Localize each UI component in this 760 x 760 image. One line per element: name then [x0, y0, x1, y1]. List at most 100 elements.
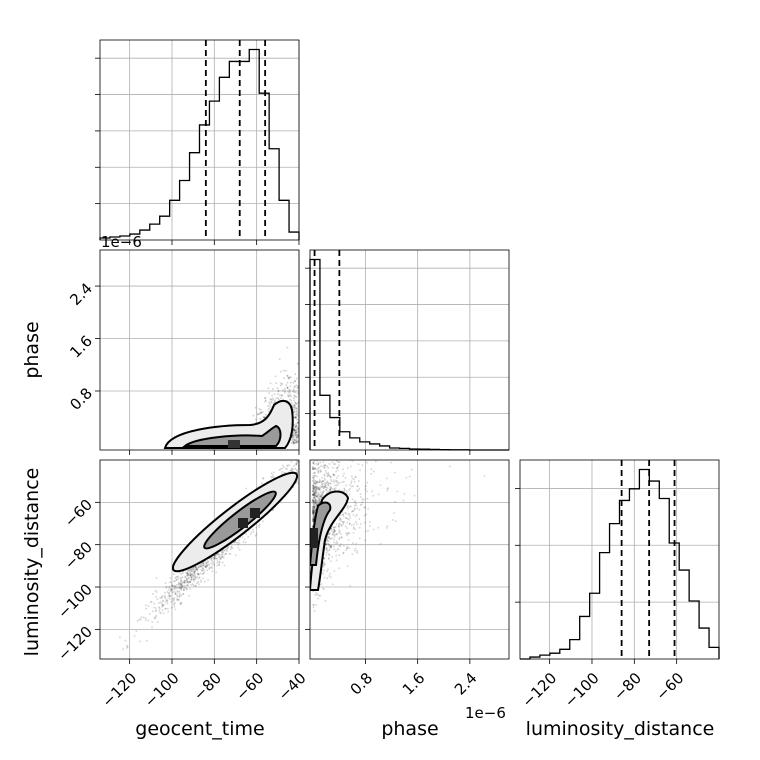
scatter-point [175, 578, 178, 581]
scatter-point [319, 487, 321, 489]
scatter-point [285, 370, 287, 372]
scatter-point [233, 541, 236, 543]
scatter-point [330, 528, 332, 530]
scatter-point [181, 583, 184, 585]
scatter-point [291, 433, 294, 436]
scatter-point [218, 564, 221, 566]
scatter-point [364, 488, 367, 491]
scatter-point [294, 410, 297, 413]
scatter-point [366, 461, 369, 464]
scatter-point [205, 564, 207, 567]
scatter-point [312, 493, 315, 496]
scatter-point [290, 376, 292, 379]
scatter-point [195, 576, 197, 579]
scatter-point [185, 584, 188, 587]
scatter-point [326, 535, 329, 537]
scatter-point [313, 494, 316, 497]
scatter-point [312, 507, 314, 510]
scatter-point [314, 485, 317, 488]
scatter-point [386, 489, 389, 492]
scatter-point [317, 502, 319, 505]
scatter-point [260, 482, 263, 484]
xlabel-luminosity-distance: luminosity_distance [526, 718, 715, 740]
scatter-point [298, 465, 299, 467]
scatter-point [294, 432, 297, 434]
scatter-point [319, 495, 322, 498]
scatter-point [293, 427, 295, 430]
scatter-point [273, 476, 276, 479]
scatter-point [186, 578, 188, 581]
scatter-point [324, 465, 327, 467]
scatter-point [126, 647, 128, 649]
scatter-point [319, 500, 321, 503]
scatter-point [216, 552, 219, 555]
scatter-point [197, 573, 200, 575]
scatter-point [295, 425, 298, 427]
scatter-point [281, 394, 283, 397]
scatter-point [254, 535, 257, 537]
scatter-point [292, 434, 294, 437]
scatter-point [227, 546, 229, 548]
scatter-point [189, 576, 192, 578]
scatter-point [322, 587, 324, 590]
scatter-point [295, 462, 297, 465]
scatter-point [190, 569, 193, 572]
scatter-point [313, 481, 315, 484]
scatter-point [323, 588, 325, 591]
scatter-point [288, 377, 290, 380]
scatter-point [292, 441, 295, 443]
scatter-point [329, 479, 332, 481]
scatter-point [190, 568, 192, 570]
scatter-point [195, 567, 198, 569]
scatter-point [355, 521, 357, 523]
scatter-point [186, 569, 189, 572]
scatter-point [329, 546, 331, 549]
scatter-point [315, 486, 317, 489]
scatter-point [324, 479, 326, 481]
scatter-point [312, 509, 315, 511]
scatter-point [169, 577, 172, 579]
scatter-point [166, 599, 168, 602]
scatter-point [287, 394, 289, 396]
scatter-point [133, 635, 136, 637]
scatter-point [333, 548, 335, 550]
panel-luminosity-distance-hist: −120 −100 −80 −60 [515, 459, 720, 711]
scatter-point [288, 388, 291, 391]
scatter-point [281, 467, 283, 470]
scatter-point [181, 576, 184, 578]
scatter-point [314, 497, 316, 499]
scatter-point [322, 480, 324, 482]
scatter-point [357, 489, 359, 492]
contours-lum-vs-geocent-time [171, 471, 299, 573]
scatter-point [346, 517, 349, 520]
scatter-point [177, 598, 180, 601]
scatter-point [325, 472, 328, 474]
scatter-point [336, 479, 338, 482]
scatter-point [292, 428, 295, 431]
scatter-point [170, 606, 173, 609]
scatter-point [331, 461, 334, 464]
scatter-point [312, 512, 314, 515]
scatter-point [178, 596, 181, 598]
scatter-point [356, 507, 359, 510]
scatter-point [168, 585, 171, 588]
scatter-point [185, 581, 188, 584]
scatter-point [332, 528, 335, 531]
scatter-point [283, 390, 286, 393]
scatter-point [317, 491, 320, 494]
scatter-point [322, 562, 325, 564]
scatter-point [196, 576, 199, 579]
scatter-point [312, 493, 315, 496]
scatter-point [348, 547, 350, 550]
scatter-point [312, 518, 315, 521]
scatter-point [186, 572, 189, 575]
scatter-point [178, 571, 181, 574]
scatter-point [312, 590, 315, 593]
scatter-point [394, 501, 396, 503]
scatter-point [164, 582, 167, 584]
scatter-point [323, 557, 325, 559]
scatter-point [315, 591, 317, 594]
scatter-point [386, 525, 389, 527]
scatter-point [199, 565, 202, 567]
scatter-point [144, 619, 147, 621]
